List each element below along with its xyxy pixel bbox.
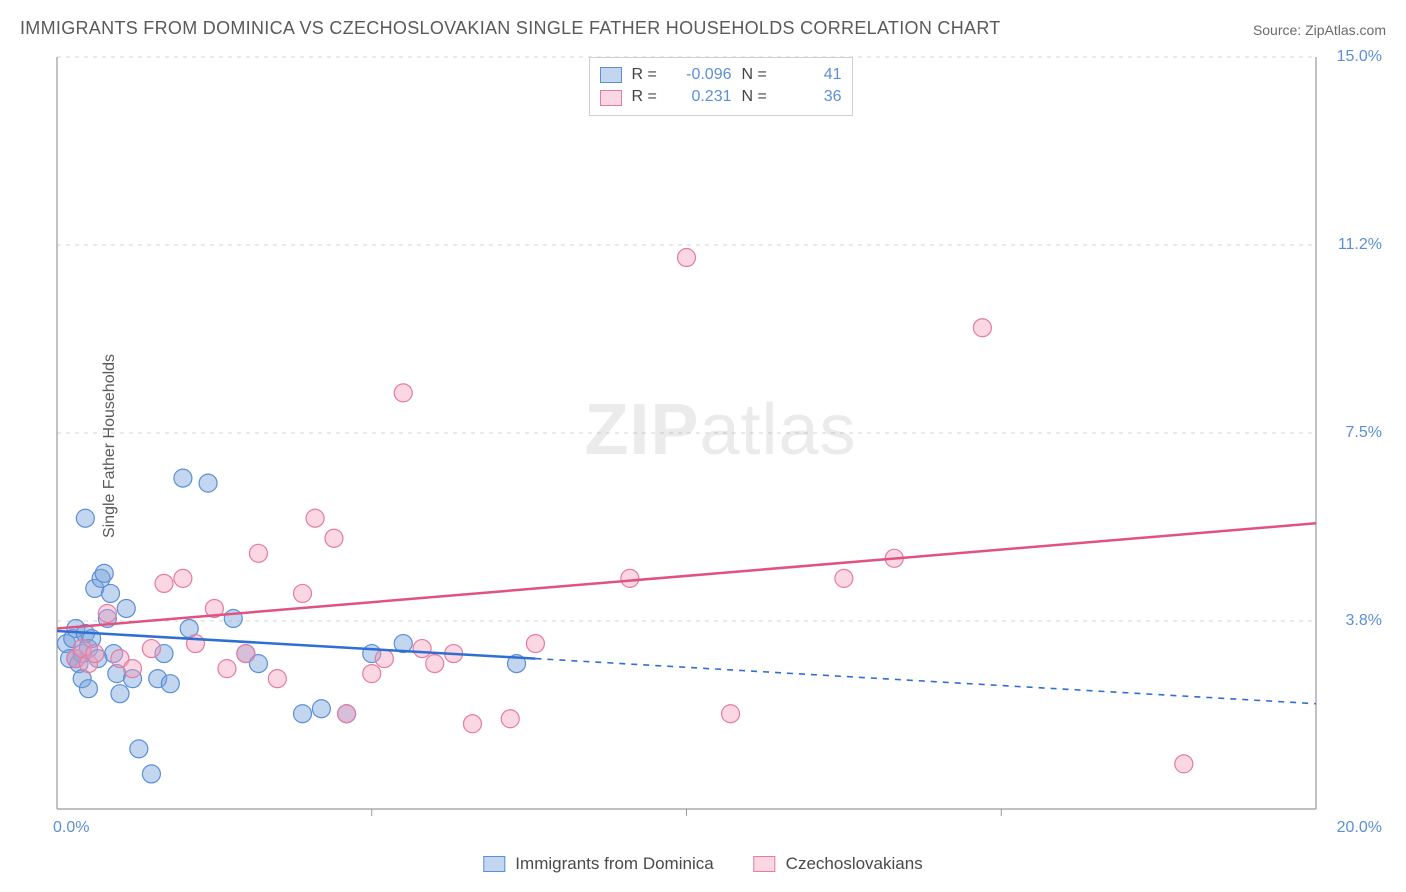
ytick-label: 11.2% xyxy=(1338,236,1382,254)
n-value-a: 41 xyxy=(782,64,842,86)
legend-item-b: Czechoslovakians xyxy=(754,854,923,874)
series-a-name: Immigrants from Dominica xyxy=(515,854,713,874)
r-value-a: -0.096 xyxy=(672,64,732,86)
r-label: R = xyxy=(632,64,662,86)
origin-label: 0.0% xyxy=(53,819,89,837)
swatch-series-b xyxy=(754,856,776,872)
ytick-label: 15.0% xyxy=(1337,48,1382,66)
r-value-b: 0.231 xyxy=(672,86,732,108)
ytick-label: 3.8% xyxy=(1346,612,1382,630)
legend-row-b: R = 0.231 N = 36 xyxy=(600,86,842,108)
chart-title: IMMIGRANTS FROM DOMINICA VS CZECHOSLOVAK… xyxy=(20,18,1001,39)
series-legend: Immigrants from Dominica Czechoslovakian… xyxy=(483,854,922,874)
legend-row-a: R = -0.096 N = 41 xyxy=(600,64,842,86)
xmax-label: 20.0% xyxy=(1337,819,1382,837)
swatch-series-b xyxy=(600,90,622,106)
swatch-series-a xyxy=(600,67,622,83)
n-label: N = xyxy=(742,86,772,108)
scatter-plot-svg xyxy=(55,55,1386,837)
n-label: N = xyxy=(742,64,772,86)
legend-item-a: Immigrants from Dominica xyxy=(483,854,713,874)
ytick-label: 7.5% xyxy=(1346,424,1382,442)
n-value-b: 36 xyxy=(782,86,842,108)
r-label: R = xyxy=(632,86,662,108)
correlation-legend: R = -0.096 N = 41 R = 0.231 N = 36 xyxy=(589,57,853,116)
swatch-series-a xyxy=(483,856,505,872)
source-attribution: Source: ZipAtlas.com xyxy=(1253,22,1386,38)
plot-area: ZIPatlas R = -0.096 N = 41 R = 0.231 N =… xyxy=(55,55,1386,837)
series-b-name: Czechoslovakians xyxy=(786,854,923,874)
